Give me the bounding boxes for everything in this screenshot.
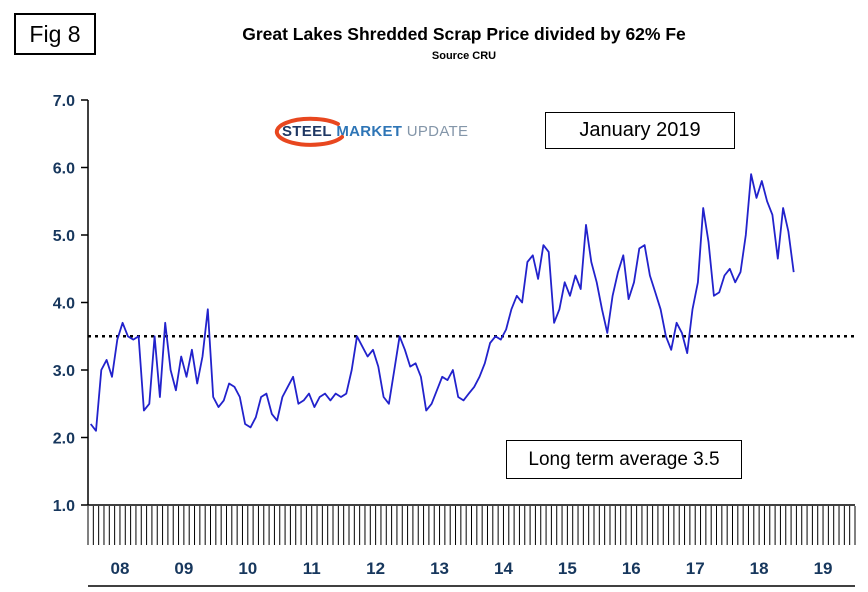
logo-text-update: UPDATE bbox=[406, 123, 469, 140]
period-annotation-label: January 2019 bbox=[579, 119, 701, 141]
y-tick-label: 4.0 bbox=[53, 296, 75, 313]
logo-text-steel: STEEL bbox=[282, 123, 332, 140]
period-annotation-box: January 2019 bbox=[545, 112, 735, 149]
chart-title: Great Lakes Shredded Scrap Price divided… bbox=[242, 24, 686, 44]
x-year-label: 18 bbox=[750, 559, 769, 578]
chart-source: Source CRU bbox=[431, 50, 497, 62]
average-annotation-box: Long term average 3.5 bbox=[506, 440, 742, 479]
y-tick-label: 3.0 bbox=[53, 363, 75, 380]
x-year-label: 13 bbox=[430, 559, 449, 578]
x-year-label: 15 bbox=[558, 559, 577, 578]
steel-market-update-logo: STEEL MARKET UPDATE bbox=[274, 116, 469, 147]
figure-label-box: Fig 8 bbox=[14, 13, 96, 55]
x-year-label: 10 bbox=[238, 559, 257, 578]
x-year-label: 16 bbox=[622, 559, 641, 578]
y-tick-label: 6.0 bbox=[53, 161, 75, 178]
x-year-label: 14 bbox=[494, 559, 513, 578]
x-year-label: 17 bbox=[686, 559, 705, 578]
x-year-label: 11 bbox=[303, 559, 321, 578]
figure-label: Fig 8 bbox=[29, 20, 81, 47]
price-ratio-series-line bbox=[89, 173, 795, 432]
average-annotation-label: Long term average 3.5 bbox=[528, 448, 720, 470]
y-tick-label: 7.0 bbox=[53, 93, 75, 110]
logo-text-market: MARKET bbox=[336, 123, 403, 140]
y-tick-label: 5.0 bbox=[53, 228, 75, 245]
x-year-label: 19 bbox=[814, 559, 833, 578]
x-year-label: 12 bbox=[366, 559, 385, 578]
y-tick-label: 1.0 bbox=[53, 498, 75, 515]
y-tick-label: 2.0 bbox=[53, 431, 75, 448]
x-year-label: 08 bbox=[110, 559, 129, 578]
x-year-label: 09 bbox=[174, 559, 193, 578]
